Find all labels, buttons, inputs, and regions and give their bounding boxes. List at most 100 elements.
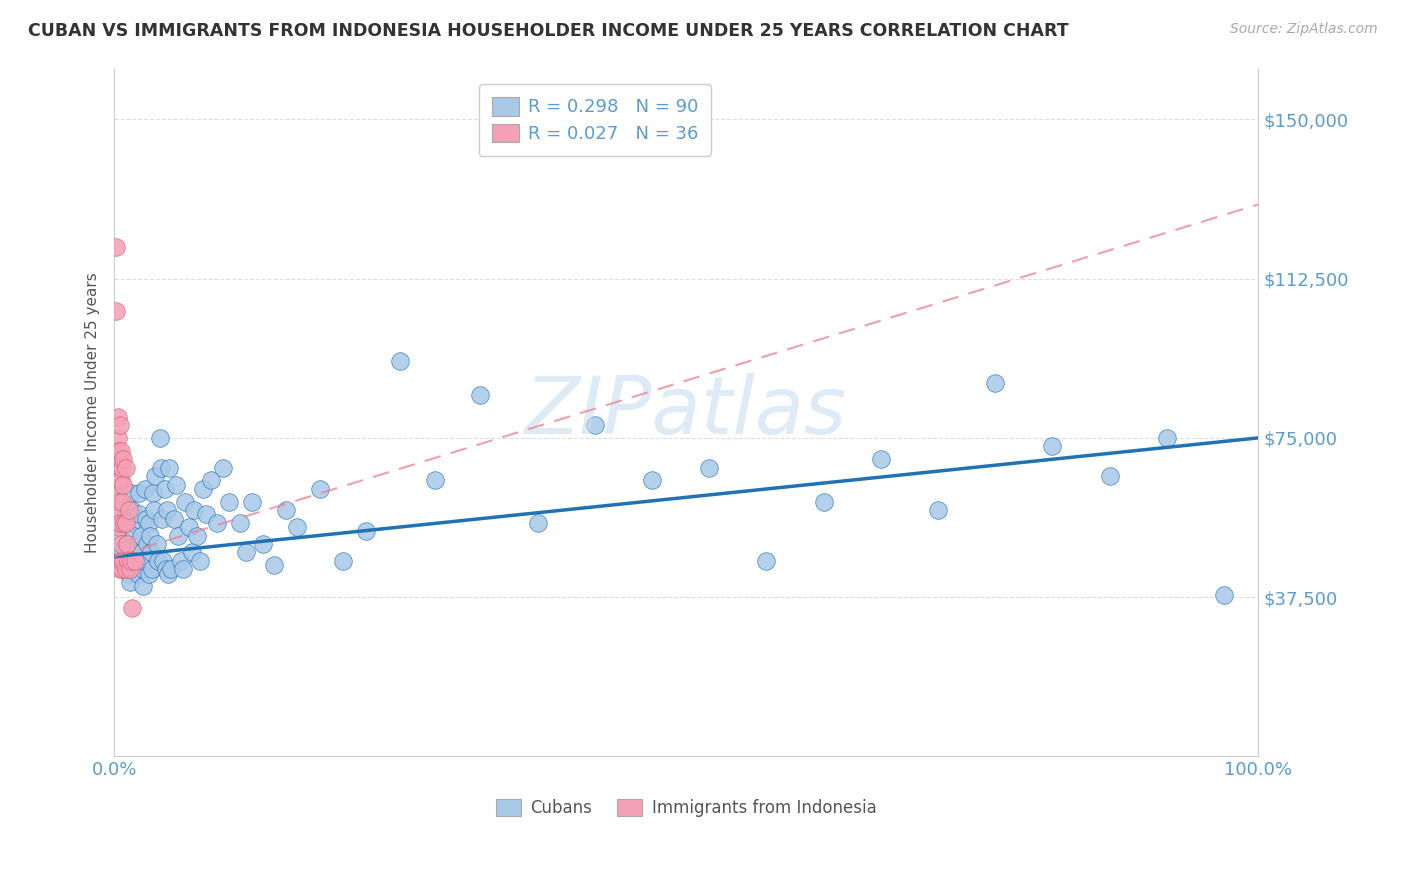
Point xyxy=(120,575,142,590)
Point xyxy=(423,473,446,487)
Point xyxy=(181,545,204,559)
Point xyxy=(107,520,129,534)
Point xyxy=(112,477,135,491)
Point xyxy=(128,508,150,522)
Point xyxy=(1098,469,1121,483)
Point xyxy=(309,482,332,496)
Point xyxy=(156,566,179,581)
Point xyxy=(120,562,142,576)
Point xyxy=(145,469,167,483)
Text: ZIPatlas: ZIPatlas xyxy=(526,374,848,451)
Point xyxy=(112,452,135,467)
Point xyxy=(1042,439,1064,453)
Point xyxy=(212,460,235,475)
Point xyxy=(127,566,149,581)
Point xyxy=(641,473,664,487)
Point xyxy=(120,554,142,568)
Point xyxy=(120,486,142,500)
Point xyxy=(165,477,187,491)
Text: CUBAN VS IMMIGRANTS FROM INDONESIA HOUSEHOLDER INCOME UNDER 25 YEARS CORRELATION: CUBAN VS IMMIGRANTS FROM INDONESIA HOUSE… xyxy=(28,22,1069,40)
Point xyxy=(138,516,160,530)
Point xyxy=(174,494,197,508)
Point xyxy=(143,503,166,517)
Point xyxy=(107,409,129,424)
Point xyxy=(984,376,1007,390)
Point xyxy=(235,545,257,559)
Point xyxy=(120,516,142,530)
Point xyxy=(240,494,263,508)
Point xyxy=(114,460,136,475)
Point xyxy=(218,494,240,508)
Point xyxy=(122,528,145,542)
Point xyxy=(121,600,143,615)
Point xyxy=(149,431,172,445)
Point xyxy=(200,473,222,487)
Point xyxy=(110,537,132,551)
Point xyxy=(138,566,160,581)
Point xyxy=(172,562,194,576)
Point xyxy=(110,443,132,458)
Point xyxy=(107,443,129,458)
Point xyxy=(118,503,141,517)
Point xyxy=(125,554,148,568)
Point xyxy=(125,562,148,576)
Point xyxy=(150,460,173,475)
Point xyxy=(125,537,148,551)
Point xyxy=(135,511,157,525)
Point xyxy=(114,516,136,530)
Point xyxy=(177,520,200,534)
Point xyxy=(186,528,208,542)
Point xyxy=(153,482,176,496)
Point xyxy=(136,537,159,551)
Point xyxy=(229,516,252,530)
Point xyxy=(112,511,135,525)
Point xyxy=(263,558,285,573)
Point xyxy=(697,460,720,475)
Point xyxy=(108,528,131,542)
Point xyxy=(108,418,131,433)
Point xyxy=(111,562,134,576)
Point xyxy=(110,473,132,487)
Point xyxy=(107,554,129,568)
Point xyxy=(183,503,205,517)
Point xyxy=(107,503,129,517)
Point xyxy=(114,537,136,551)
Point xyxy=(146,554,169,568)
Point xyxy=(927,503,949,517)
Point xyxy=(169,554,191,568)
Point xyxy=(160,562,183,576)
Point xyxy=(813,494,835,508)
Point xyxy=(194,508,217,522)
Point xyxy=(285,520,308,534)
Point xyxy=(107,431,129,445)
Point xyxy=(1213,588,1236,602)
Point xyxy=(111,494,134,508)
Point xyxy=(111,460,134,475)
Point xyxy=(163,511,186,525)
Point xyxy=(108,516,131,530)
Point xyxy=(274,503,297,517)
Point xyxy=(132,562,155,576)
Point xyxy=(142,486,165,500)
Point xyxy=(155,562,177,576)
Point xyxy=(121,503,143,517)
Point xyxy=(152,554,174,568)
Point xyxy=(1156,431,1178,445)
Point xyxy=(114,516,136,530)
Point xyxy=(108,562,131,576)
Point xyxy=(112,554,135,568)
Point xyxy=(111,545,134,559)
Point xyxy=(105,303,128,318)
Point xyxy=(117,554,139,568)
Point xyxy=(138,528,160,542)
Point xyxy=(115,537,138,551)
Point xyxy=(118,566,141,581)
Point xyxy=(124,554,146,568)
Point xyxy=(139,545,162,559)
Point xyxy=(107,494,129,508)
Point xyxy=(117,554,139,568)
Point xyxy=(354,524,377,539)
Y-axis label: Householder Income Under 25 years: Householder Income Under 25 years xyxy=(86,272,100,553)
Point xyxy=(188,554,211,568)
Point xyxy=(132,554,155,568)
